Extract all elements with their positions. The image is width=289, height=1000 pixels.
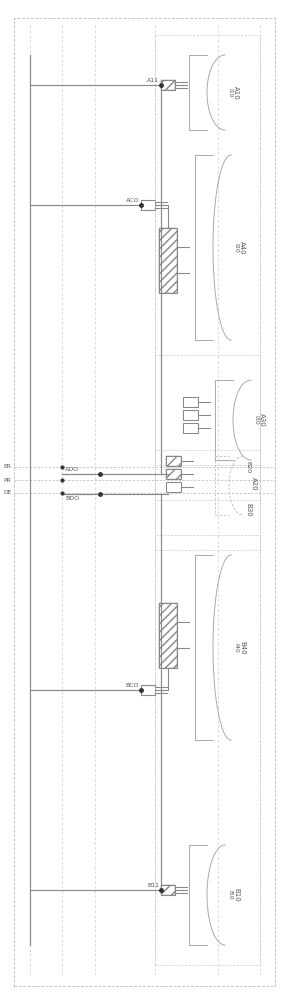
Text: I50: I50 [227,890,232,900]
Bar [166,456,181,466]
Bar [141,200,155,210]
Bar [161,885,175,895]
Text: I30: I30 [253,415,258,425]
Bar [155,535,260,965]
Text: ACO: ACO [125,198,139,203]
Bar [159,602,177,668]
Bar [155,35,260,465]
Bar [166,469,181,479]
Bar [166,469,181,479]
Text: A10: A10 [233,86,239,99]
Bar [182,423,197,433]
Text: A30: A30 [259,413,265,427]
Text: B10: B10 [233,888,239,902]
Text: BDO: BDO [65,496,79,501]
Text: B40: B40 [239,641,245,654]
Bar [159,602,177,668]
Bar [161,885,175,895]
Text: A40: A40 [239,241,245,254]
Text: I10: I10 [227,88,232,97]
Text: I20: I20 [233,243,238,252]
Text: I40: I40 [233,643,238,652]
Text: DE: DE [3,490,11,495]
Text: PR: PR [3,478,11,483]
Bar [166,456,181,466]
Text: ER: ER [3,464,11,470]
Text: A11: A11 [147,78,159,83]
Text: B20: B20 [245,461,250,473]
Text: BCO: BCO [125,683,139,688]
Bar [159,228,177,292]
Bar [159,228,177,292]
Text: B11: B11 [147,883,159,888]
Bar [141,685,155,695]
Text: A20: A20 [251,477,257,491]
Bar [155,355,260,500]
Bar [166,482,181,492]
Bar [155,450,260,550]
Bar [182,397,197,407]
Bar [161,80,175,90]
Text: B30: B30 [245,503,251,517]
Bar [161,80,175,90]
Bar [182,410,197,420]
Text: ADO: ADO [65,467,79,472]
